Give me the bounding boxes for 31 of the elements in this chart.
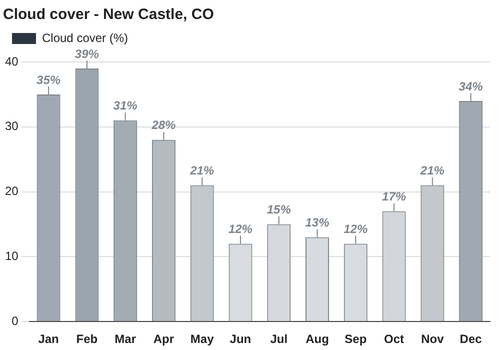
data-label: 15% <box>266 202 292 217</box>
data-label: 34% <box>458 79 484 94</box>
x-tick-label: Dec <box>460 332 482 346</box>
x-tick-label: Jul <box>270 332 288 346</box>
data-label: 39% <box>74 46 100 61</box>
x-tick-label: May <box>190 332 214 346</box>
x-tick-label: Apr <box>153 332 174 346</box>
data-label: 28% <box>150 118 176 132</box>
data-label: 12% <box>228 222 253 236</box>
x-tick-label: Jun <box>230 332 252 346</box>
x-tick-label: Jan <box>38 332 59 346</box>
chart-title: Cloud cover - New Castle, CO <box>3 6 214 23</box>
y-tick-label: 30 <box>4 119 19 134</box>
data-label: 17% <box>382 190 406 204</box>
y-tick-label: 40 <box>4 54 19 68</box>
y-tick-label: 10 <box>4 249 19 264</box>
data-label: 21% <box>419 164 445 178</box>
x-tick-label: Aug <box>306 332 329 346</box>
x-tick-label: Mar <box>114 332 136 346</box>
x-tick-label: Sep <box>344 332 367 346</box>
x-tick-label: Nov <box>421 332 444 346</box>
x-tick-label: Oct <box>384 332 404 346</box>
x-tick-label: Feb <box>76 332 98 346</box>
data-label: 31% <box>113 98 138 113</box>
y-tick-label: 20 <box>4 184 19 198</box>
data-label: 21% <box>189 164 214 178</box>
data-label: 12% <box>344 222 368 236</box>
data-label: 13% <box>305 216 330 230</box>
text: Cloud cover (%) <box>42 31 128 45</box>
y-tick-label: 0 <box>12 314 19 328</box>
data-label: 35% <box>36 72 61 87</box>
